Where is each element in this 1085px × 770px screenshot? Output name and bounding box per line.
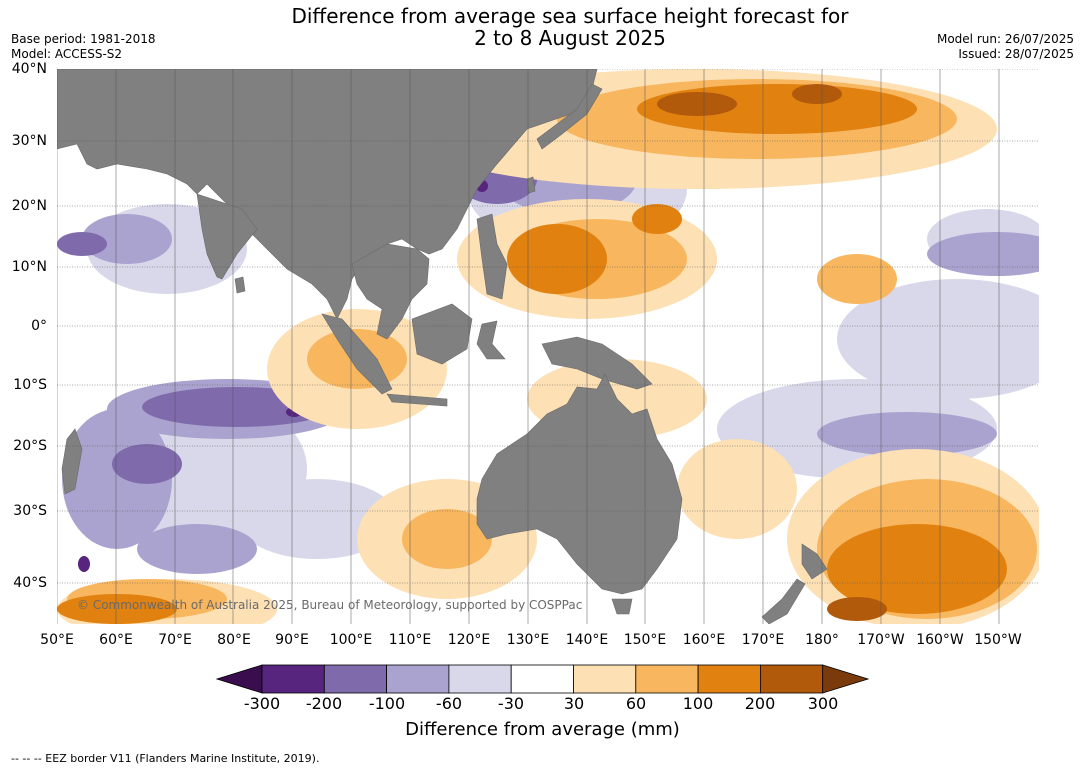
lon-label-150w: 150°W	[974, 632, 1022, 648]
colorbar-tick: -300	[243, 694, 281, 713]
lon-label-100e: 100°E	[329, 632, 373, 648]
lat-label-40n: 40°N	[11, 61, 47, 77]
lat-label-0: 0°	[31, 318, 47, 334]
colorbar-tick: -100	[368, 694, 406, 713]
colorbar-swatch	[760, 664, 824, 694]
title-line-1: Difference from average sea surface heig…	[291, 4, 849, 28]
land-japan	[536, 83, 603, 150]
land-new-zealand	[761, 543, 828, 624]
colorbar-tick: 200	[744, 694, 776, 713]
title-line-2: 2 to 8 August 2025	[474, 26, 666, 50]
colorbar-title: Difference from average (mm)	[405, 719, 680, 740]
colorbar-tick: -200	[305, 694, 343, 713]
lon-label-140e: 140°E	[565, 632, 609, 648]
land-borneo	[411, 303, 473, 365]
colorbar	[216, 664, 870, 694]
colorbar-swatch	[323, 664, 388, 694]
model-run: Model run: 26/07/2025	[936, 32, 1074, 46]
lon-label-170w: 170°W	[857, 632, 905, 648]
lat-label-10n: 10°N	[11, 259, 47, 275]
lon-label-170e: 170°E	[741, 632, 785, 648]
chart-title: Difference from average sea surface heig…	[0, 5, 1085, 49]
land-java	[386, 393, 448, 407]
lon-label-160e: 160°E	[682, 632, 726, 648]
model-name: Model: ACCESS-S2	[11, 47, 123, 61]
lon-label-130e: 130°E	[506, 632, 550, 648]
anomaly-pos-200	[657, 84, 887, 621]
meta-left: Base period: 1981-2018 Model: ACCESS-S2	[11, 32, 156, 62]
issued-date: Issued: 28/07/2025	[958, 47, 1074, 61]
lat-label-20n: 20°N	[11, 198, 47, 214]
lon-label-160w: 160°W	[916, 632, 964, 648]
lon-label-150e: 150°E	[623, 632, 667, 648]
lon-label-120e: 120°E	[447, 632, 491, 648]
land-philippines	[476, 213, 508, 300]
lon-label-70e: 70°E	[158, 632, 192, 648]
colorbar-swatch	[573, 664, 637, 694]
colorbar-swatch	[386, 664, 450, 694]
lat-label-40s: 40°S	[13, 575, 47, 591]
copyright-notice: © Commonwealth of Australia 2025, Bureau…	[77, 598, 582, 612]
lon-label-90e: 90°E	[275, 632, 309, 648]
lat-label-20s: 20°S	[13, 438, 47, 454]
eez-footnote: -- -- -- EEZ border V11 (Flanders Marine…	[11, 752, 320, 765]
base-period: Base period: 1981-2018	[11, 32, 156, 46]
land-new-guinea	[541, 336, 653, 390]
lon-label-50e: 50°E	[40, 632, 74, 648]
colorbar-tick: -60	[435, 694, 463, 713]
land-india	[196, 193, 258, 280]
graticule	[57, 69, 1039, 584]
lon-label-60e: 60°E	[99, 632, 133, 648]
colorbar-tick: 60	[625, 694, 647, 713]
colorbar-arrow-max	[822, 664, 870, 694]
lon-label-180: 180°	[805, 632, 839, 648]
land-sumatra	[321, 313, 393, 395]
lat-label-10s: 10°S	[13, 377, 47, 393]
land-sri-lanka	[234, 276, 246, 294]
colorbar-swatch	[448, 664, 512, 694]
lat-label-30s: 30°S	[13, 503, 47, 519]
graticule-meridians	[57, 69, 1000, 624]
land-sulawesi	[476, 320, 506, 360]
colorbar-tick: 300	[807, 694, 839, 713]
land-madagascar	[61, 428, 83, 495]
land-australia	[476, 373, 683, 595]
land-asia	[57, 69, 598, 320]
lat-label-30n: 30°N	[11, 133, 47, 149]
colorbar-tick: 30	[563, 694, 585, 713]
land-tasmania	[611, 598, 633, 615]
land-masses	[57, 69, 828, 624]
colorbar-swatch	[635, 664, 699, 694]
colorbar-swatch	[510, 664, 574, 694]
meta-right: Model run: 26/07/2025 Issued: 28/07/2025	[937, 32, 1074, 62]
colorbar-swatch	[261, 664, 325, 694]
colorbar-tick: -30	[497, 694, 525, 713]
sea-surface-height-map: © Commonwealth of Australia 2025, Bureau…	[57, 69, 1039, 624]
lon-label-80e: 80°E	[217, 632, 251, 648]
colorbar-arrow-min	[216, 664, 263, 694]
colorbar-swatch	[697, 664, 761, 694]
land-taiwan	[526, 176, 536, 194]
lon-label-110e: 110°E	[388, 632, 432, 648]
colorbar-tick: 100	[682, 694, 714, 713]
